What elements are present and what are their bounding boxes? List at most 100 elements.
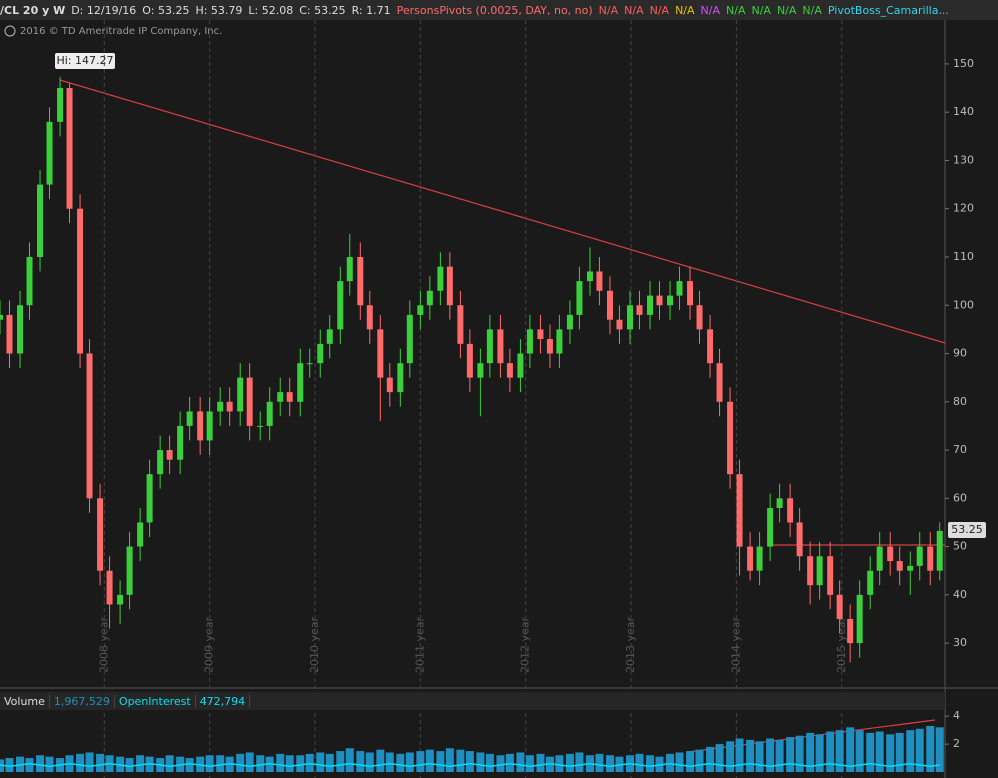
symbol[interactable]: /CL 20 y W <box>0 3 66 17</box>
candle-body <box>847 618 854 644</box>
volume-bar <box>345 748 354 772</box>
candle-body <box>546 339 553 354</box>
pivot-value: N/A <box>598 3 619 17</box>
volume-bar <box>185 758 194 772</box>
candle-body <box>46 121 53 185</box>
candle-body <box>206 411 213 441</box>
candle-body <box>226 401 233 412</box>
open-interest-line <box>0 762 940 768</box>
volume-bar <box>835 730 844 772</box>
trend-line <box>59 79 946 344</box>
x-tick-label: 2009 year <box>203 617 216 674</box>
volume-bar <box>815 734 824 772</box>
pivot-value: N/A <box>675 3 695 17</box>
legend-entry[interactable]: Volume <box>0 694 50 708</box>
candle-body <box>556 329 563 354</box>
volume-bar <box>806 732 815 772</box>
y-tick-label: 110 <box>953 250 974 263</box>
candle-body <box>526 329 533 354</box>
info-icon <box>4 25 16 37</box>
candle-body <box>856 594 863 644</box>
candle-body <box>656 295 663 306</box>
volume-bar <box>365 752 374 772</box>
candle-body <box>186 411 193 426</box>
volume-bar <box>775 739 784 772</box>
volume-bar <box>686 751 695 772</box>
candle-body <box>796 522 803 557</box>
volume-bar <box>755 741 764 772</box>
high-label: Hi: 147.27 <box>56 54 113 67</box>
volume-bar <box>746 739 755 772</box>
candle-body <box>486 329 493 364</box>
candle-body <box>927 546 934 571</box>
candle-body <box>867 570 874 595</box>
y-tick-label: 60 <box>953 491 967 504</box>
volume-bar <box>245 752 254 772</box>
x-tick-label: 2012 year <box>519 617 532 674</box>
candle-body <box>166 450 173 460</box>
candle-body <box>616 319 623 330</box>
legend-entry[interactable]: OpenInterest <box>115 694 196 708</box>
volume-bar <box>726 741 735 772</box>
candle-body <box>876 546 883 571</box>
volume-bar <box>125 758 134 772</box>
volume-bar <box>496 755 505 772</box>
candle-body <box>437 266 444 291</box>
candle-body <box>97 498 104 571</box>
volume-bar <box>136 755 145 772</box>
candle-body <box>106 570 113 605</box>
legend-readout: 1,967,529 <box>50 694 115 708</box>
volume-bar <box>356 751 365 772</box>
x-tick-label: 2010 year <box>308 617 321 674</box>
pivot-value: N/A <box>802 3 822 17</box>
volume-bar <box>926 725 935 772</box>
volume-bar <box>425 749 434 772</box>
candle-body <box>707 329 714 364</box>
volume-bar <box>635 753 644 772</box>
pivot-value: N/A <box>726 3 746 17</box>
candle-body <box>37 184 44 257</box>
study[interactable]: PivotBoss_Camarilla... <box>827 3 949 17</box>
y-tick-label: 2 <box>953 737 960 750</box>
y-tick-label: 140 <box>953 105 974 118</box>
candle-body <box>146 474 153 523</box>
candle-body <box>466 343 473 378</box>
candle-body <box>687 281 694 306</box>
header: /CL 20 y W D: 12/19/16 O: 53.25 H: 53.79 L:… <box>0 0 998 20</box>
candle-body <box>426 290 433 306</box>
last-tag <box>948 522 986 538</box>
candle-body <box>277 392 284 402</box>
readout: L: 52.08 <box>248 3 294 17</box>
volume-bar <box>706 746 715 772</box>
readout: D: 12/19/16 <box>71 3 137 17</box>
readout: H: 53.79 <box>195 3 243 17</box>
volume-bar <box>786 737 795 772</box>
study[interactable]: PersonsPivots (0.0025, DAY, no, no) <box>396 3 593 17</box>
candle-body <box>836 594 843 619</box>
candle-body <box>747 546 754 571</box>
candle-body <box>477 363 484 378</box>
candle-body <box>497 329 504 364</box>
volume-bar <box>935 727 944 772</box>
y-tick-label: 90 <box>953 347 967 360</box>
volume-bar <box>465 751 474 772</box>
candle-body <box>237 377 244 412</box>
volume-bar <box>36 755 45 772</box>
candle-body <box>787 498 794 523</box>
y-tick-label: 80 <box>953 395 967 408</box>
volume-bar <box>536 753 545 772</box>
pivot-value: N/A <box>649 3 670 17</box>
volume-bar <box>866 732 875 772</box>
candle-body <box>537 329 544 340</box>
volume-bar <box>605 755 614 772</box>
candle-body <box>827 556 834 595</box>
candle-body <box>446 266 453 306</box>
candle-body <box>0 314 3 320</box>
copyright: 2016 © TD Ameritrade IP Company, Inc. <box>20 26 222 37</box>
volume-bar <box>675 752 684 772</box>
volume-bar <box>846 727 855 772</box>
volume-header: Volume 1,967,529 OpenInterest 472,794 <box>0 692 945 710</box>
pivot-value: N/A <box>700 3 721 17</box>
